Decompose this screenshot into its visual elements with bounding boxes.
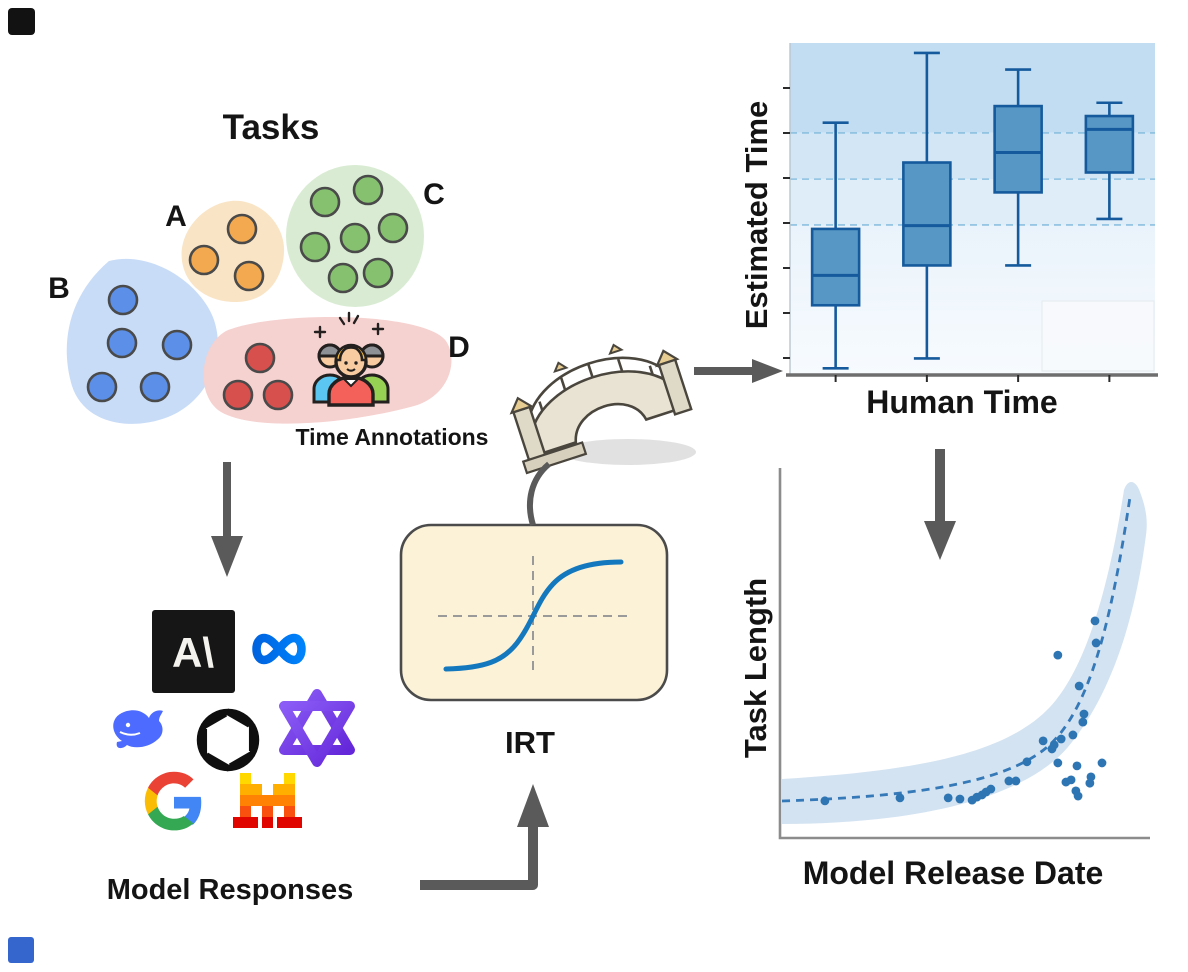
- deepseek-logo-icon: [113, 710, 163, 749]
- scatter-point: [1049, 740, 1059, 750]
- scatter-task-length-vs-release-date: [778, 468, 1150, 840]
- scatter-point: [1004, 776, 1014, 786]
- scatter-point: [820, 796, 830, 806]
- page-corner-mark-bottom: [8, 937, 34, 963]
- task-dot-c: [339, 222, 371, 254]
- task-dot-a: [226, 213, 258, 245]
- annotators-people-icon: [312, 311, 390, 407]
- scatter-xlabel: Model Release Date: [802, 855, 1104, 891]
- box-2: [902, 161, 952, 267]
- bridge-shadow: [560, 439, 696, 465]
- scatter-point: [1038, 736, 1048, 746]
- task-dot-b: [107, 284, 139, 316]
- scatter-point: [1090, 616, 1100, 626]
- task-dot-b: [139, 371, 171, 403]
- boxplot-to-scatter-arrow: [924, 449, 956, 560]
- boxplot-x-ticks: [834, 375, 1111, 382]
- page-corner-mark-top: [8, 8, 35, 35]
- task-dot-b: [86, 371, 118, 403]
- irt-to-bridge-connector: [527, 461, 552, 526]
- scatter-point: [1086, 772, 1096, 782]
- models-to-irt-arrow: [420, 784, 549, 890]
- bridge-icon: [509, 343, 693, 475]
- box-3: [993, 104, 1043, 194]
- scatter-point: [1091, 638, 1101, 648]
- task-dot-c: [309, 186, 341, 218]
- scatter-point: [895, 793, 905, 803]
- task-dot-c: [327, 262, 359, 294]
- scatter-ylabel: Task Length: [738, 577, 773, 759]
- boxplot-xlabel: Human Time: [866, 384, 1058, 420]
- model-responses-label: Model Responses: [106, 874, 354, 906]
- anthropic-logo-icon: A\: [152, 610, 235, 693]
- boxplot-estimated-vs-human-time: [783, 43, 1158, 382]
- irt-model-box: [399, 523, 669, 702]
- task-dot-c: [299, 231, 331, 263]
- task-dot-d: [244, 342, 276, 374]
- scatter-point: [1053, 650, 1063, 660]
- scatter-point: [1053, 758, 1063, 768]
- task-dot-c: [377, 212, 409, 244]
- scatter-points: [820, 616, 1107, 806]
- task-dot-a: [188, 244, 220, 276]
- scatter-point: [943, 793, 953, 803]
- scatter-point: [1074, 681, 1084, 691]
- cluster-c-label: C: [423, 178, 445, 211]
- task-dot-c: [362, 257, 394, 289]
- scatter-point: [1097, 758, 1107, 768]
- sparkle-icon: [313, 311, 385, 339]
- task-dot-d: [262, 379, 294, 411]
- scatter-point: [1022, 757, 1032, 767]
- meta-logo-icon: [252, 633, 306, 665]
- box-4: [1084, 114, 1135, 174]
- task-dot-b: [161, 329, 193, 361]
- boxplot-y-ticks: [783, 87, 790, 359]
- scatter-point: [1073, 791, 1083, 801]
- time-annotations-label: Time Annotations: [295, 424, 489, 450]
- irt-label: IRT: [505, 725, 555, 760]
- scatter-point: [986, 784, 996, 794]
- task-dots: [86, 174, 409, 411]
- scatter-point: [1068, 730, 1078, 740]
- task-dot-d: [222, 379, 254, 411]
- cluster-b-label: B: [48, 272, 70, 305]
- task-cluster-map: [66, 165, 452, 424]
- task-dot-b: [106, 327, 138, 359]
- scatter-point: [1056, 734, 1066, 744]
- scatter-point: [1079, 709, 1089, 719]
- scatter-point: [1072, 761, 1082, 771]
- task-dot-a: [233, 260, 265, 292]
- scatter-point: [955, 794, 965, 804]
- tasks-to-models-arrow: [211, 462, 243, 577]
- box-1: [810, 227, 861, 307]
- bridge-to-boxplot-arrow: [694, 359, 783, 383]
- exponential-trend-line: [781, 496, 1132, 803]
- task-dot-c: [352, 174, 384, 206]
- flow-arrows: [211, 359, 956, 890]
- cluster-a-label: A: [165, 200, 187, 233]
- openai-logo-icon: [196, 708, 260, 772]
- sigmoid-curve: [443, 559, 624, 672]
- scatter-point: [1011, 776, 1021, 786]
- scatter-axes: [778, 468, 1150, 840]
- cluster-d-label: D: [448, 331, 470, 364]
- qwen-logo-icon: [279, 689, 355, 767]
- model-logos: A\: [113, 610, 355, 831]
- scatter-point: [1078, 717, 1088, 727]
- boxplot-ylabel: Estimated Time: [739, 100, 774, 330]
- boxplot-boxes: [810, 51, 1135, 370]
- scatter-point: [1066, 775, 1076, 785]
- tasks-title: Tasks: [222, 108, 320, 147]
- svg-text:A\: A\: [172, 629, 214, 676]
- mistral-logo-icon: [233, 773, 302, 828]
- empty-legend-box: [1041, 300, 1155, 372]
- google-logo-icon: [144, 771, 202, 831]
